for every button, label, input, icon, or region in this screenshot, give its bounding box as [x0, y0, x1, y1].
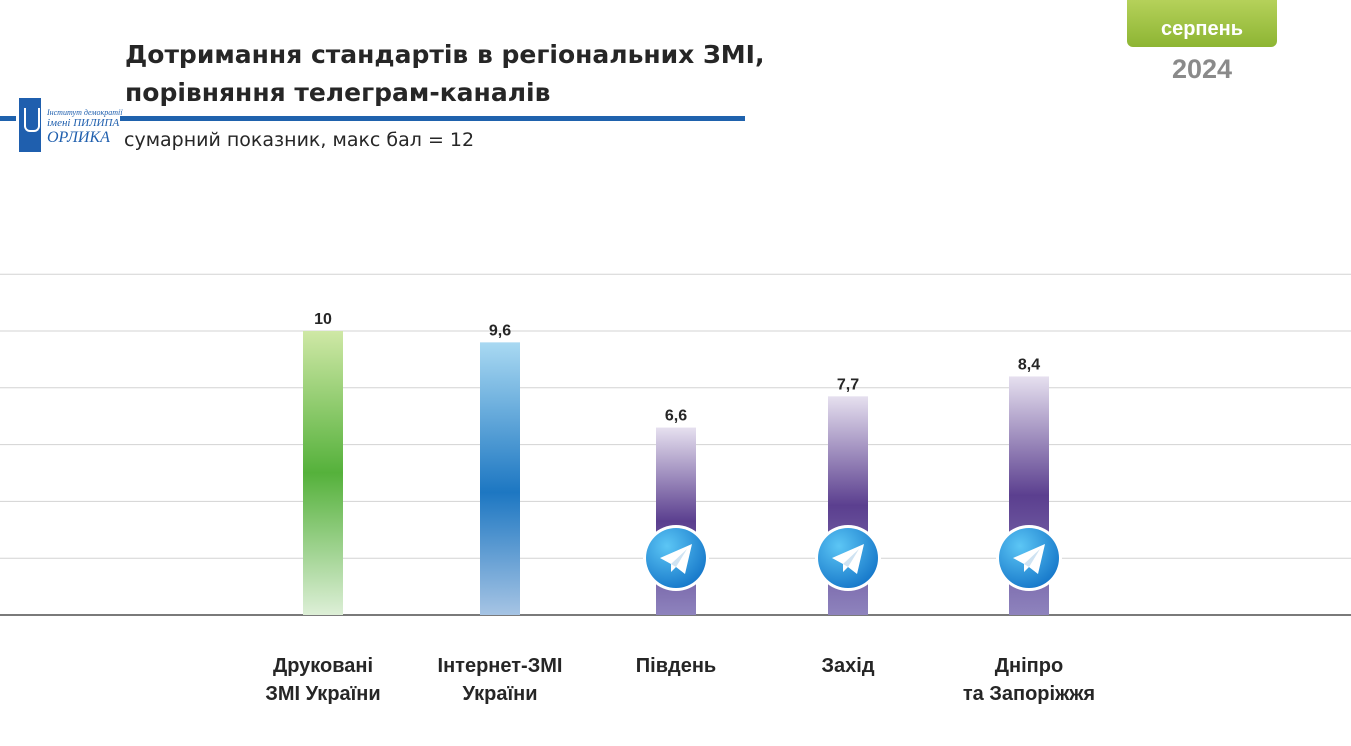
category-label: Дніпро та Запоріжжя: [934, 652, 1124, 708]
logo-line-3: ОРЛИКА: [47, 129, 110, 146]
category-label-line: та Запоріжжя: [962, 683, 1096, 705]
title-line-2: порівняння телеграм-каналів: [125, 78, 551, 107]
title-underline: [0, 116, 745, 121]
category-label-line: ЗМІ України: [265, 683, 381, 705]
data-label: 10: [314, 311, 332, 328]
category-label-line: Південь: [635, 655, 717, 677]
data-label: 8,4: [1018, 356, 1040, 373]
category-label: Інтернет-ЗМІ України: [405, 652, 595, 708]
title-line-1: Дотримання стандартів в регіональних ЗМІ…: [125, 40, 765, 69]
institute-logo: Інститут демократії імені ПИЛИПА ОРЛИКА: [16, 96, 123, 156]
logo-line-2: імені ПИЛИПА: [47, 117, 120, 129]
bar: [480, 342, 520, 615]
data-label: 9,6: [489, 322, 511, 339]
category-label: Друковані ЗМІ України: [228, 652, 418, 708]
category-label-line: України: [462, 683, 538, 705]
bar: [303, 331, 343, 615]
month-badge: серпень: [1127, 0, 1277, 47]
logo-text: Інститут демократії імені ПИЛИПА ОРЛИКА: [47, 108, 123, 147]
category-label-line: Захід: [821, 655, 875, 677]
bar-chart: 10 9,6 6,6 7,7 8,4: [0, 273, 1351, 616]
category-label-line: Інтернет-ЗМІ: [437, 655, 563, 677]
chart-subtitle: сумарний показник, макс бал = 12: [124, 129, 475, 151]
telegram-icon: [643, 525, 709, 591]
telegram-icon: [996, 525, 1062, 591]
logo-line-1: Інститут демократії: [47, 108, 123, 117]
telegram-icon: [815, 525, 881, 591]
chart-title: Дотримання стандартів в регіональних ЗМІ…: [125, 36, 765, 112]
trident-emblem-icon: [19, 98, 41, 152]
category-label-line: Дніпро: [994, 655, 1064, 677]
category-label: Захід: [753, 652, 943, 680]
category-label: Південь: [581, 652, 771, 680]
year-label: 2024: [1171, 54, 1233, 84]
category-label-line: Друковані: [272, 655, 374, 677]
data-label: 6,6: [665, 408, 687, 425]
data-label: 7,7: [837, 376, 859, 393]
